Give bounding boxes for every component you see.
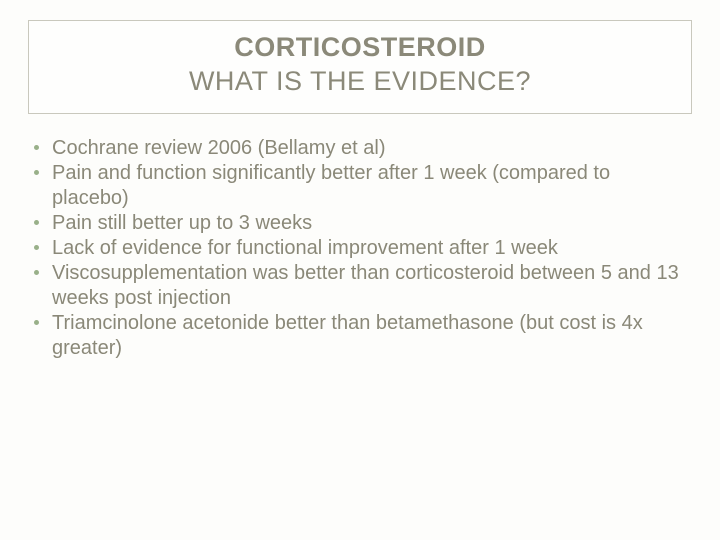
list-item-text: Pain and function significantly better a… [52,162,610,209]
bullet-icon [34,320,39,325]
list-item: Cochrane review 2006 (Bellamy et al) [30,136,690,161]
bullet-icon [34,270,39,275]
bullet-icon [34,245,39,250]
bullet-icon [34,220,39,225]
list-item-text: Cochrane review 2006 (Bellamy et al) [52,137,386,159]
list-item: Lack of evidence for functional improvem… [30,236,690,261]
bullet-icon [34,145,39,150]
list-item: Pain still better up to 3 weeks [30,211,690,236]
title-line-1: CORTICOSTEROID [37,31,683,65]
list-item: Triamcinolone acetonide better than beta… [30,311,690,361]
list-item: Pain and function significantly better a… [30,161,690,211]
slide: CORTICOSTEROID WHAT IS THE EVIDENCE? Coc… [0,0,720,540]
title-line-2: WHAT IS THE EVIDENCE? [37,65,683,99]
list-item-text: Triamcinolone acetonide better than beta… [52,312,643,359]
list-item-text: Pain still better up to 3 weeks [52,212,312,234]
list-item-text: Viscosupplementation was better than cor… [52,262,679,309]
bullet-icon [34,170,39,175]
list-item: Viscosupplementation was better than cor… [30,261,690,311]
title-box: CORTICOSTEROID WHAT IS THE EVIDENCE? [28,20,692,114]
bullet-list: Cochrane review 2006 (Bellamy et al) Pai… [28,136,692,361]
list-item-text: Lack of evidence for functional improvem… [52,237,558,259]
